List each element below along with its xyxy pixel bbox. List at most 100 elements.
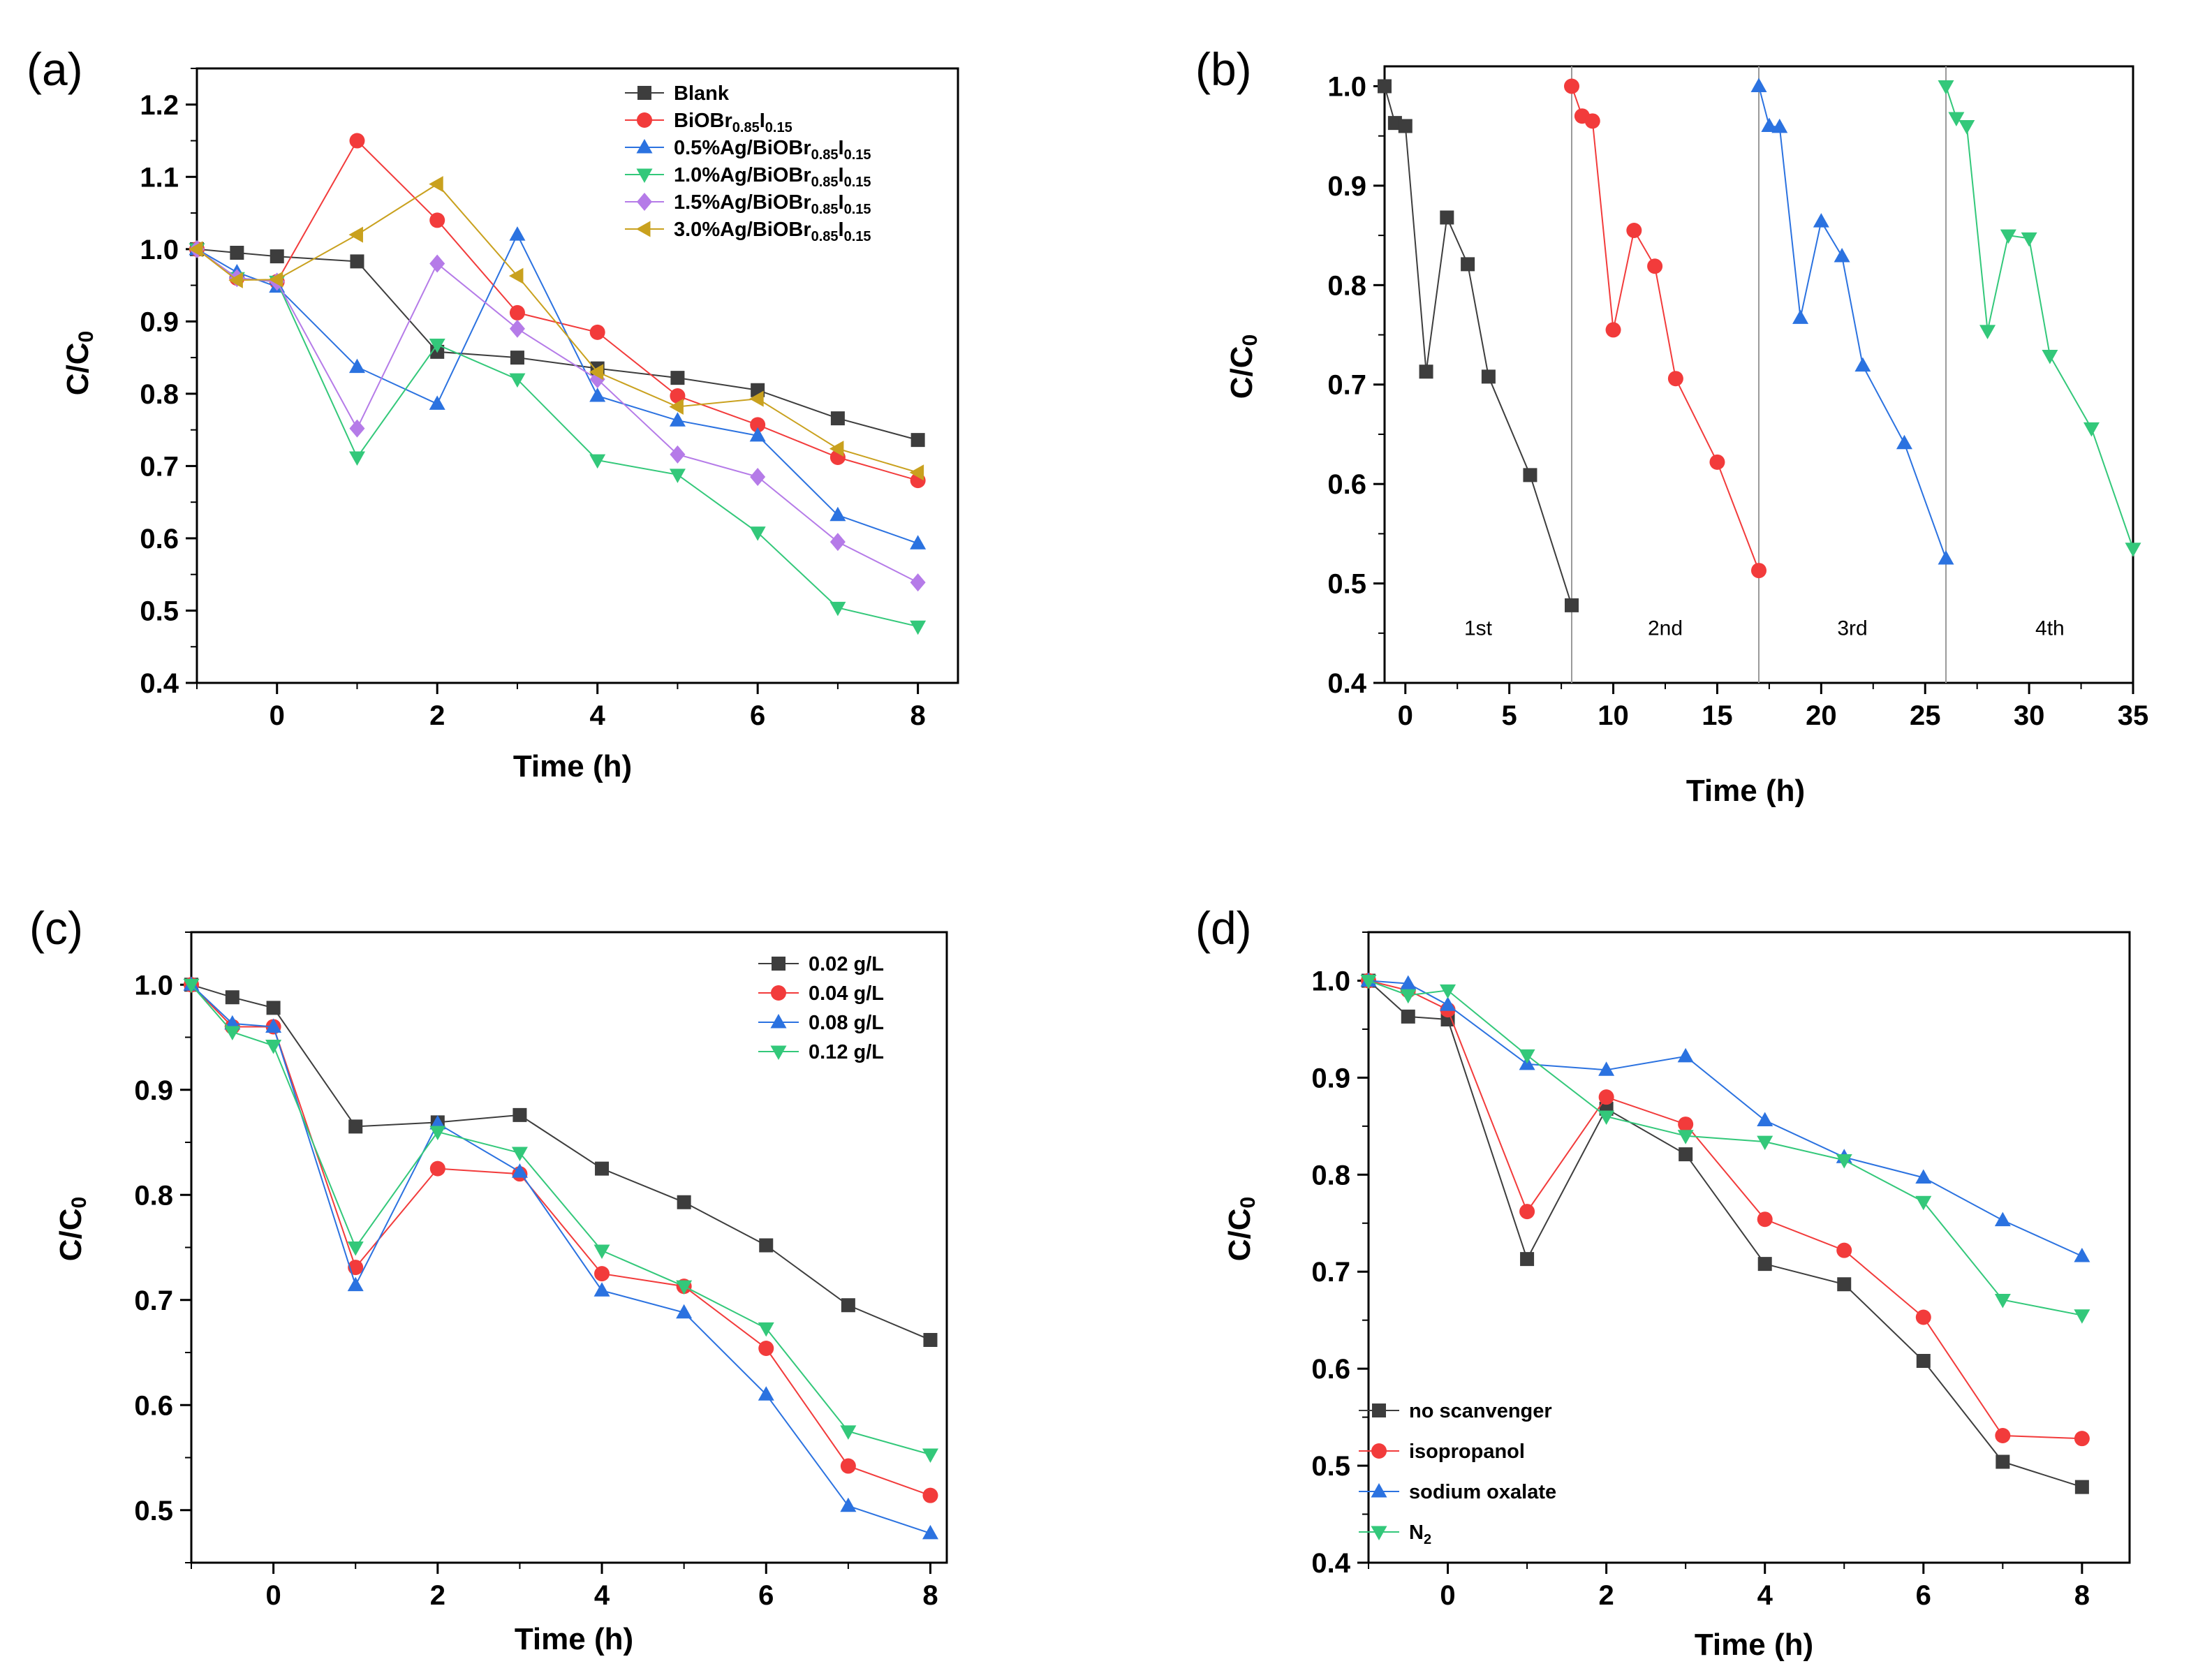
panel-d-data-point xyxy=(1757,1257,1772,1272)
panel-a-data-point xyxy=(429,212,445,228)
panel-c-data-point xyxy=(922,1448,938,1463)
panel-c-x-tick-label: 4 xyxy=(594,1580,610,1611)
panel-d-data-point xyxy=(1994,1211,2011,1227)
panel-a-x-tick-label: 0 xyxy=(270,700,285,731)
panel-d-legend-marker xyxy=(1372,1403,1386,1417)
panel-c-data-point xyxy=(429,1126,446,1140)
panel-b-x-tick-label: 20 xyxy=(1806,700,1837,731)
panel-c-series-3 xyxy=(183,976,938,1540)
panel-c-data-point xyxy=(840,1497,857,1512)
panel-b-data-point xyxy=(1959,119,1975,135)
panel-c-y-tick-label: 0.6 xyxy=(134,1390,173,1421)
panel-d-data-point xyxy=(1836,1242,1852,1258)
panel-a-data-point xyxy=(749,390,764,407)
panel-c-x-tick-label: 8 xyxy=(922,1580,938,1611)
panel-d-y-axis-title: C/C0 xyxy=(1223,1197,1260,1261)
panel-a-data-point xyxy=(348,451,365,466)
panel-a-data-point xyxy=(910,535,927,550)
panel-b-x-tick-label: 35 xyxy=(2118,700,2149,731)
panel-b-series-line xyxy=(1571,86,1760,571)
panel-d-data-point xyxy=(1915,1309,1931,1325)
panel-d-plot: 0 2 4 6 8 0.4 0.5 0.6 0.7 0.8 0.9 1.0 no scanvenger i… xyxy=(1311,931,2131,1611)
panel-c-legend-marker xyxy=(770,1014,787,1029)
panel-c-data-point xyxy=(840,1425,857,1440)
panel-a-legend-marker xyxy=(637,86,651,100)
panel-d-data-point xyxy=(1519,1204,1535,1220)
panel-a-y-tick-label: 1.2 xyxy=(140,90,179,121)
panel-c-legend-marker xyxy=(770,1045,787,1060)
panel-a-plot-frame xyxy=(196,67,959,684)
panel-a-data-point xyxy=(829,506,846,522)
panel-a-y-tick-label: 0.7 xyxy=(140,451,179,482)
panel-c-data-point xyxy=(266,1001,281,1015)
panel-b-data-point xyxy=(1813,213,1829,228)
panel-a-data-point xyxy=(228,272,243,288)
panel-d-data-point xyxy=(1836,1154,1852,1169)
panel-a-x-tick-label: 2 xyxy=(429,700,445,731)
panel-a-legend-label: 1.0%Ag/BiOBr0.85I0.15 xyxy=(674,164,871,190)
panel-c-legend-label: 0.02 g/L xyxy=(809,953,884,975)
panel-b-data-point xyxy=(2000,229,2016,244)
panel-c-data-point xyxy=(923,1332,938,1347)
panel-c-plot: 0 2 4 6 80.50.60.70.80.91.00.02 g/L0.04 g/L0… xyxy=(134,931,948,1611)
panel-d-series-line xyxy=(1368,980,2083,1316)
panel-c-y-tick-label: 0.7 xyxy=(134,1285,173,1316)
panel-b-data-point xyxy=(1667,371,1683,387)
panel-c-series-4 xyxy=(183,978,938,1463)
panel-a-legend-marker xyxy=(636,168,653,183)
panel-d-y-tick-label: 0.8 xyxy=(1311,1160,1350,1191)
panel-d-legend-marker xyxy=(1371,1443,1387,1459)
panel-d-data-point xyxy=(1598,1061,1615,1076)
panel-a-data-point xyxy=(348,358,365,374)
panel-d-y-tick-label: 0.4 xyxy=(1311,1548,1350,1579)
panel-a-legend-label: 0.5%Ag/BiOBr0.85I0.15 xyxy=(674,137,871,163)
panel-c-data-point xyxy=(512,1107,527,1122)
panel-b-data-point xyxy=(2042,349,2058,364)
panel-b-data-point xyxy=(1896,434,1912,450)
panel-a-x-tick-label: 6 xyxy=(750,700,765,731)
panel-c-data-point xyxy=(758,1386,774,1401)
panel-d-data-point xyxy=(1678,1117,1694,1133)
panel-c-legend: 0.02 g/L 0.04 g/L 0.08 g/L 0.12 g/L xyxy=(758,953,884,1063)
panel-a-legend-label: 3.0%Ag/BiOBr0.85I0.15 xyxy=(674,219,871,244)
panel-c-data-point xyxy=(347,1276,364,1292)
panel-b-cycling-stability: (b) 0 5 10 15 20 25 30 35 0.4 0.5 0.6 0.7 0.8 0.9 1.0 1… xyxy=(1195,43,2148,808)
panel-a-y-axis-title-main: C/C xyxy=(61,342,95,395)
panel-a-data-point xyxy=(509,319,525,338)
panel-d-y-tick-label: 0.7 xyxy=(1311,1257,1350,1288)
panel-d-y-axis-title-sub: 0 xyxy=(1237,1197,1260,1209)
panel-a-series-3 xyxy=(189,226,927,550)
panel-a-legend-label: BiOBr0.85I0.15 xyxy=(674,110,792,135)
panel-b-data-point xyxy=(1834,248,1850,263)
panel-a-legend-label: Blank xyxy=(674,82,730,105)
panel-b-data-point xyxy=(1398,119,1413,133)
panel-c-x-axis-title: Time (h) xyxy=(515,1622,633,1656)
panel-a-y-tick-label: 0.4 xyxy=(140,668,179,699)
panel-b-data-point xyxy=(1771,118,1788,133)
panel-a-data-point xyxy=(429,176,443,193)
panel-b-x-tick-label: 0 xyxy=(1398,700,1413,731)
panel-a-data-point xyxy=(589,364,604,381)
panel-d-data-point xyxy=(1519,1049,1535,1064)
panel-b-data-point xyxy=(1605,322,1621,338)
panel-d-data-point xyxy=(1837,1277,1852,1292)
panel-c-data-point xyxy=(758,1340,774,1356)
panel-c-y-tick-label: 0.5 xyxy=(134,1496,173,1526)
panel-b-data-point xyxy=(2083,422,2100,437)
panel-d-y-tick-label: 1.0 xyxy=(1311,966,1350,996)
panel-d-x-tick-label: 2 xyxy=(1599,1580,1614,1611)
panel-d-x-tick-label: 6 xyxy=(1916,1580,1931,1611)
panel-b-data-point xyxy=(1979,325,1996,339)
panel-d-legend: no scanvenger isopropanol sodium oxalate N2 xyxy=(1359,1400,1556,1547)
panel-a-data-point xyxy=(670,371,685,385)
panel-b-y-tick-label: 1.0 xyxy=(1327,71,1366,102)
panel-b-data-point xyxy=(1761,117,1778,132)
panel-a-legend: Blank BiOBr0.85I0.150.5%Ag/BiOBr0.85I0.15… xyxy=(625,82,871,244)
panel-a-data-point xyxy=(910,620,927,635)
panel-a-data-point xyxy=(829,601,846,617)
panel-b-x-tick-label: 25 xyxy=(1910,700,1941,731)
panel-d-data-point xyxy=(1440,984,1456,999)
panel-d-data-point xyxy=(2074,1248,2090,1262)
panel-b-series-2 xyxy=(1564,78,1766,579)
panel-c-legend-label: 0.04 g/L xyxy=(809,982,884,1005)
